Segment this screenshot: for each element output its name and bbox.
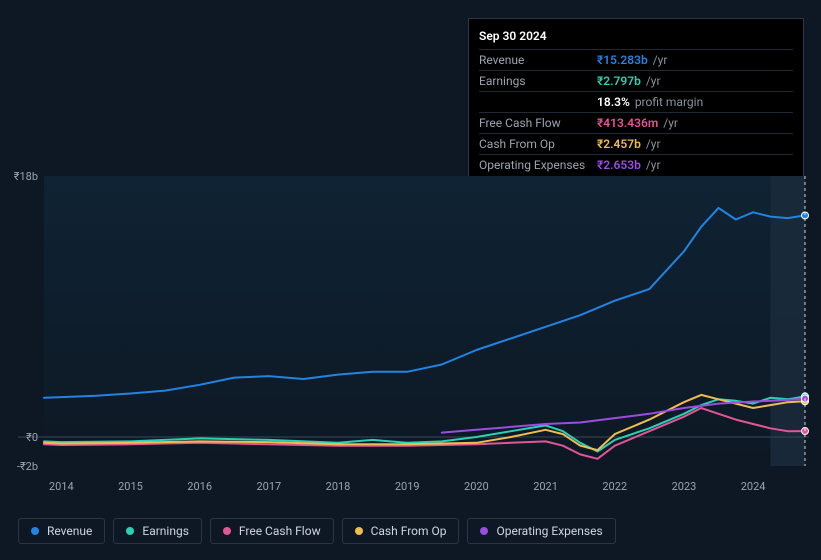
x-tick-label: 2015: [118, 480, 143, 493]
legend: Revenue Earnings Free Cash Flow Cash From O…: [18, 518, 616, 544]
x-tick-label: 2018: [326, 480, 351, 493]
tooltip-row: Earnings₹2.797b /yr: [479, 70, 793, 91]
x-tick-label: 2020: [464, 480, 489, 493]
legend-label: Earnings: [142, 524, 189, 538]
tooltip-label: Revenue: [479, 53, 597, 67]
legend-label: Revenue: [47, 524, 92, 538]
legend-pill-opex[interactable]: Operating Expenses: [467, 518, 615, 544]
tooltip-label: Cash From Op: [479, 137, 597, 151]
x-tick-label: 2014: [49, 480, 74, 493]
legend-dot: [355, 527, 363, 535]
tooltip-label: [479, 95, 597, 109]
tooltip-label: Free Cash Flow: [479, 116, 597, 130]
tooltip-value: ₹15.283b /yr: [597, 53, 667, 67]
chart-svg: ₹18b ₹0 -₹2b 2014 2015 2016 2017 2018 2019 2020 20…: [0, 160, 821, 505]
x-tick-label: 2016: [187, 480, 212, 493]
tooltip-value: ₹413.436m /yr: [597, 116, 678, 130]
y-tick-label: -₹2b: [17, 460, 38, 473]
legend-dot: [480, 527, 488, 535]
y-tick-label: ₹18b: [14, 170, 38, 183]
x-tick-label: 2019: [395, 480, 420, 493]
plot-background: [44, 176, 805, 466]
tooltip-row: Cash From Op₹2.457b /yr: [479, 133, 793, 154]
tooltip-row: Free Cash Flow₹413.436m /yr: [479, 112, 793, 133]
legend-pill-earnings[interactable]: Earnings: [113, 518, 202, 544]
legend-pill-cfo[interactable]: Cash From Op: [342, 518, 460, 544]
legend-pill-revenue[interactable]: Revenue: [18, 518, 105, 544]
legend-label: Cash From Op: [371, 524, 447, 538]
legend-dot: [31, 527, 39, 535]
x-tick-label: 2021: [533, 480, 558, 493]
x-tick-label: 2023: [672, 480, 697, 493]
legend-dot: [223, 527, 231, 535]
x-tick-label: 2024: [741, 480, 766, 493]
tooltip-value: 18.3% profit margin: [597, 95, 703, 109]
tooltip-value: ₹2.457b /yr: [597, 137, 661, 151]
chart-area[interactable]: ₹18b ₹0 -₹2b 2014 2015 2016 2017 2018 2019 2020 20…: [0, 160, 821, 505]
tooltip-value: ₹2.797b /yr: [597, 74, 661, 88]
tooltip-label: Earnings: [479, 74, 597, 88]
y-tick-label: ₹0: [26, 431, 38, 444]
tooltip-rows: Revenue₹15.283b /yrEarnings₹2.797b /yr18…: [479, 49, 793, 175]
x-tick-label: 2022: [602, 480, 627, 493]
tooltip-row: 18.3% profit margin: [479, 91, 793, 112]
tooltip-row: Revenue₹15.283b /yr: [479, 49, 793, 70]
highlight-column: [770, 176, 805, 466]
tooltip-date: Sep 30 2024: [479, 25, 793, 49]
legend-dot: [126, 527, 134, 535]
x-tick-label: 2017: [256, 480, 281, 493]
legend-pill-fcf[interactable]: Free Cash Flow: [210, 518, 334, 544]
legend-label: Free Cash Flow: [239, 524, 321, 538]
legend-label: Operating Expenses: [496, 524, 602, 538]
